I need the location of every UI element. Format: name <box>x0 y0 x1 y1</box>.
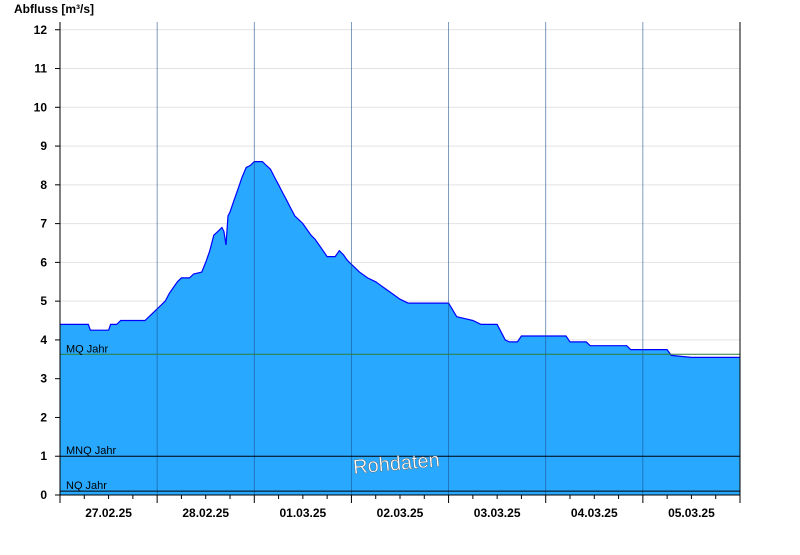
y-tick-label: 5 <box>40 294 47 308</box>
y-tick-label: 7 <box>40 217 47 231</box>
y-tick-label: 4 <box>40 333 47 347</box>
x-tick-label: 01.03.25 <box>279 506 326 520</box>
y-tick-label: 10 <box>34 100 48 114</box>
y-tick-label: 6 <box>40 255 47 269</box>
y-tick-label: 0 <box>40 488 47 502</box>
y-tick-label: 9 <box>40 139 47 153</box>
y-tick-label: 11 <box>34 62 47 76</box>
x-tick-label: 27.02.25 <box>85 506 132 520</box>
x-tick-label: 02.03.25 <box>377 506 424 520</box>
y-axis-title: Abfluss [m³/s] <box>14 2 95 16</box>
reference-label: MQ Jahr <box>66 343 109 355</box>
y-tick-label: 12 <box>34 23 48 37</box>
discharge-line <box>60 161 740 358</box>
reference-label: NQ Jahr <box>66 480 107 492</box>
x-tick-label: 03.03.25 <box>474 506 521 520</box>
y-tick-label: 8 <box>40 178 47 192</box>
x-tick-label: 28.02.25 <box>182 506 229 520</box>
y-tick-label: 1 <box>40 449 47 463</box>
y-tick-label: 2 <box>40 410 47 424</box>
reference-label: MNQ Jahr <box>66 445 116 457</box>
y-tick-label: 3 <box>40 372 47 386</box>
x-tick-label: 04.03.25 <box>571 506 618 520</box>
x-tick-label: 05.03.25 <box>668 506 715 520</box>
discharge-area <box>60 161 740 495</box>
